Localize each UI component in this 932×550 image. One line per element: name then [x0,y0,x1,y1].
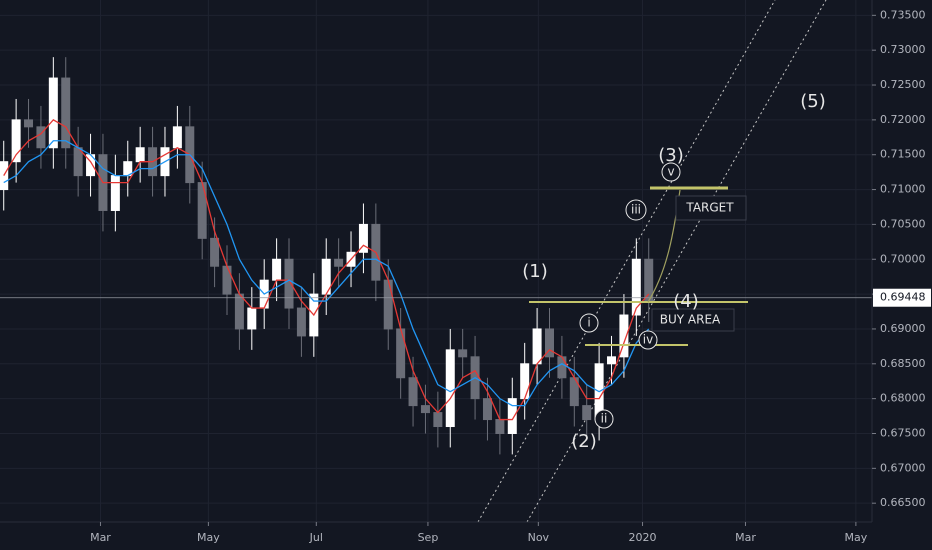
candle-body [544,328,554,358]
y-tick-label: 0.67500 [880,426,926,439]
x-tick-label: May [844,531,867,544]
sub-wave-label: iv [643,333,653,347]
target-label: TARGET [685,201,734,215]
y-tick-label: 0.71000 [880,183,926,196]
wave-label: (4) [673,291,699,312]
x-tick-label: Sep [418,531,439,544]
candle-body [458,349,468,358]
candle-body [607,356,617,365]
candle-body [420,405,430,414]
grid [0,0,872,522]
plot-area [0,57,872,455]
candle-body [408,377,418,407]
y-tick-label: 0.72000 [880,113,926,126]
candle-body [433,412,443,428]
y-tick-label: 0.70000 [880,252,926,265]
buy-area-box [651,308,735,332]
x-tick-label: May [197,531,220,544]
candle-body [135,147,145,163]
y-tick-label: 0.69000 [880,322,926,335]
wave-label: (1) [522,261,548,282]
y-tick-label: 0.70500 [880,217,926,230]
sub-wave-label: i [587,316,590,330]
candle-body [482,398,492,421]
candle-body [210,237,220,267]
sub-wave-circle [638,330,658,350]
annotations: TARGET BUY AREA (1) (2) (3) (4) (5) i ii… [522,91,826,452]
candle-body [172,126,182,149]
candle-body [247,307,257,330]
sub-wave-circle [625,199,647,221]
moving-average [3,140,650,407]
axes: 0.66500 0.67000 0.67500 0.68000 0.68500 0.690… [90,8,931,544]
candle-body [110,175,120,211]
drawings [477,0,827,523]
y-tick-label: 0.68000 [880,392,926,405]
buy-area-label: BUY AREA [660,313,721,327]
candle-body [557,356,567,379]
sub-wave-circle [594,409,614,429]
sub-wave-label: v [667,165,674,179]
wave-label: (3) [658,145,684,166]
channel-line [526,0,827,523]
y-tick-label: 0.73000 [880,43,926,56]
candle-body [631,258,641,316]
sub-wave-label: ii [601,412,608,426]
sub-wave-circle [661,162,681,182]
candle-body [61,77,71,149]
candle-body [532,328,542,365]
candle-body [507,398,517,434]
sub-wave-label: iii [631,203,641,217]
candle-body [383,279,393,330]
candle-body [619,314,629,358]
y-tick-label: 0.72500 [880,78,926,91]
candle-body [24,119,34,128]
x-tick-label: Mar [90,531,111,544]
y-tick-label: 0.66500 [880,496,926,509]
candle-body [48,77,58,149]
candle-body [296,307,306,337]
moving-average [3,119,650,421]
candle-body [495,419,505,434]
x-tick-label: 2020 [629,531,657,544]
candle-body [11,119,21,163]
candle-body [582,405,592,421]
wave-label: (2) [571,431,597,452]
x-tick-label: Mar [735,531,756,544]
x-tick-label: Jul [309,531,323,544]
sub-wave-circle [579,313,599,333]
candle-body [358,223,368,253]
last-price-label: 0.69448 [880,291,926,304]
candle-body [284,258,294,309]
candle-body [520,363,530,400]
wave-label: (5) [800,91,826,112]
candle-body [222,265,232,295]
channel-line [477,0,776,523]
candle-body [197,182,207,239]
target-box [675,195,747,221]
y-tick-label: 0.68500 [880,357,926,370]
last-price-box [873,288,931,307]
x-tick-label: Nov [528,531,550,544]
candle-body [334,258,344,267]
y-tick-label: 0.71500 [880,148,926,161]
y-tick-label: 0.67000 [880,461,926,474]
candle-body [272,258,282,281]
y-tick-label: 0.73500 [880,8,926,21]
candle-body [234,293,244,330]
candle-body [445,349,455,428]
candle-body [36,126,46,149]
candle-body [73,147,83,177]
